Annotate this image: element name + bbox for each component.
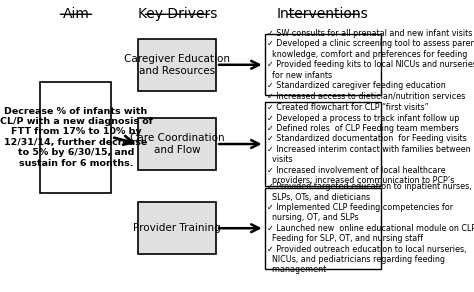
Text: ✓ Created flowchart for CLP “first visits”
✓ Developed a process to track infant: ✓ Created flowchart for CLP “first visit… [267,103,470,185]
Text: Caregiver Education
and Resources: Caregiver Education and Resources [124,54,230,76]
Text: Key Drivers: Key Drivers [137,7,217,21]
Text: Care Coordination
and Flow: Care Coordination and Flow [130,133,225,155]
Text: ✓ Provided targeted education to inpatient nurses,
  SLPs, OTs, and dieticians
✓: ✓ Provided targeted education to inpatie… [267,182,474,274]
FancyBboxPatch shape [40,82,111,192]
Text: Interventions: Interventions [277,7,369,21]
FancyBboxPatch shape [138,202,216,254]
Text: Provider Training: Provider Training [133,223,221,233]
Text: Aim: Aim [63,7,90,21]
FancyBboxPatch shape [264,187,382,269]
FancyBboxPatch shape [264,34,382,95]
FancyBboxPatch shape [138,39,216,91]
Text: ✓ SW consults for all prenatal and new infant visits
✓ Developed a clinic screen: ✓ SW consults for all prenatal and new i… [267,29,474,100]
FancyBboxPatch shape [138,118,216,170]
FancyBboxPatch shape [264,102,382,186]
Text: Decrease % of infants with
CL/P with a new diagnosis of
FTT from 17% to 10% by
1: Decrease % of infants with CL/P with a n… [0,107,152,168]
